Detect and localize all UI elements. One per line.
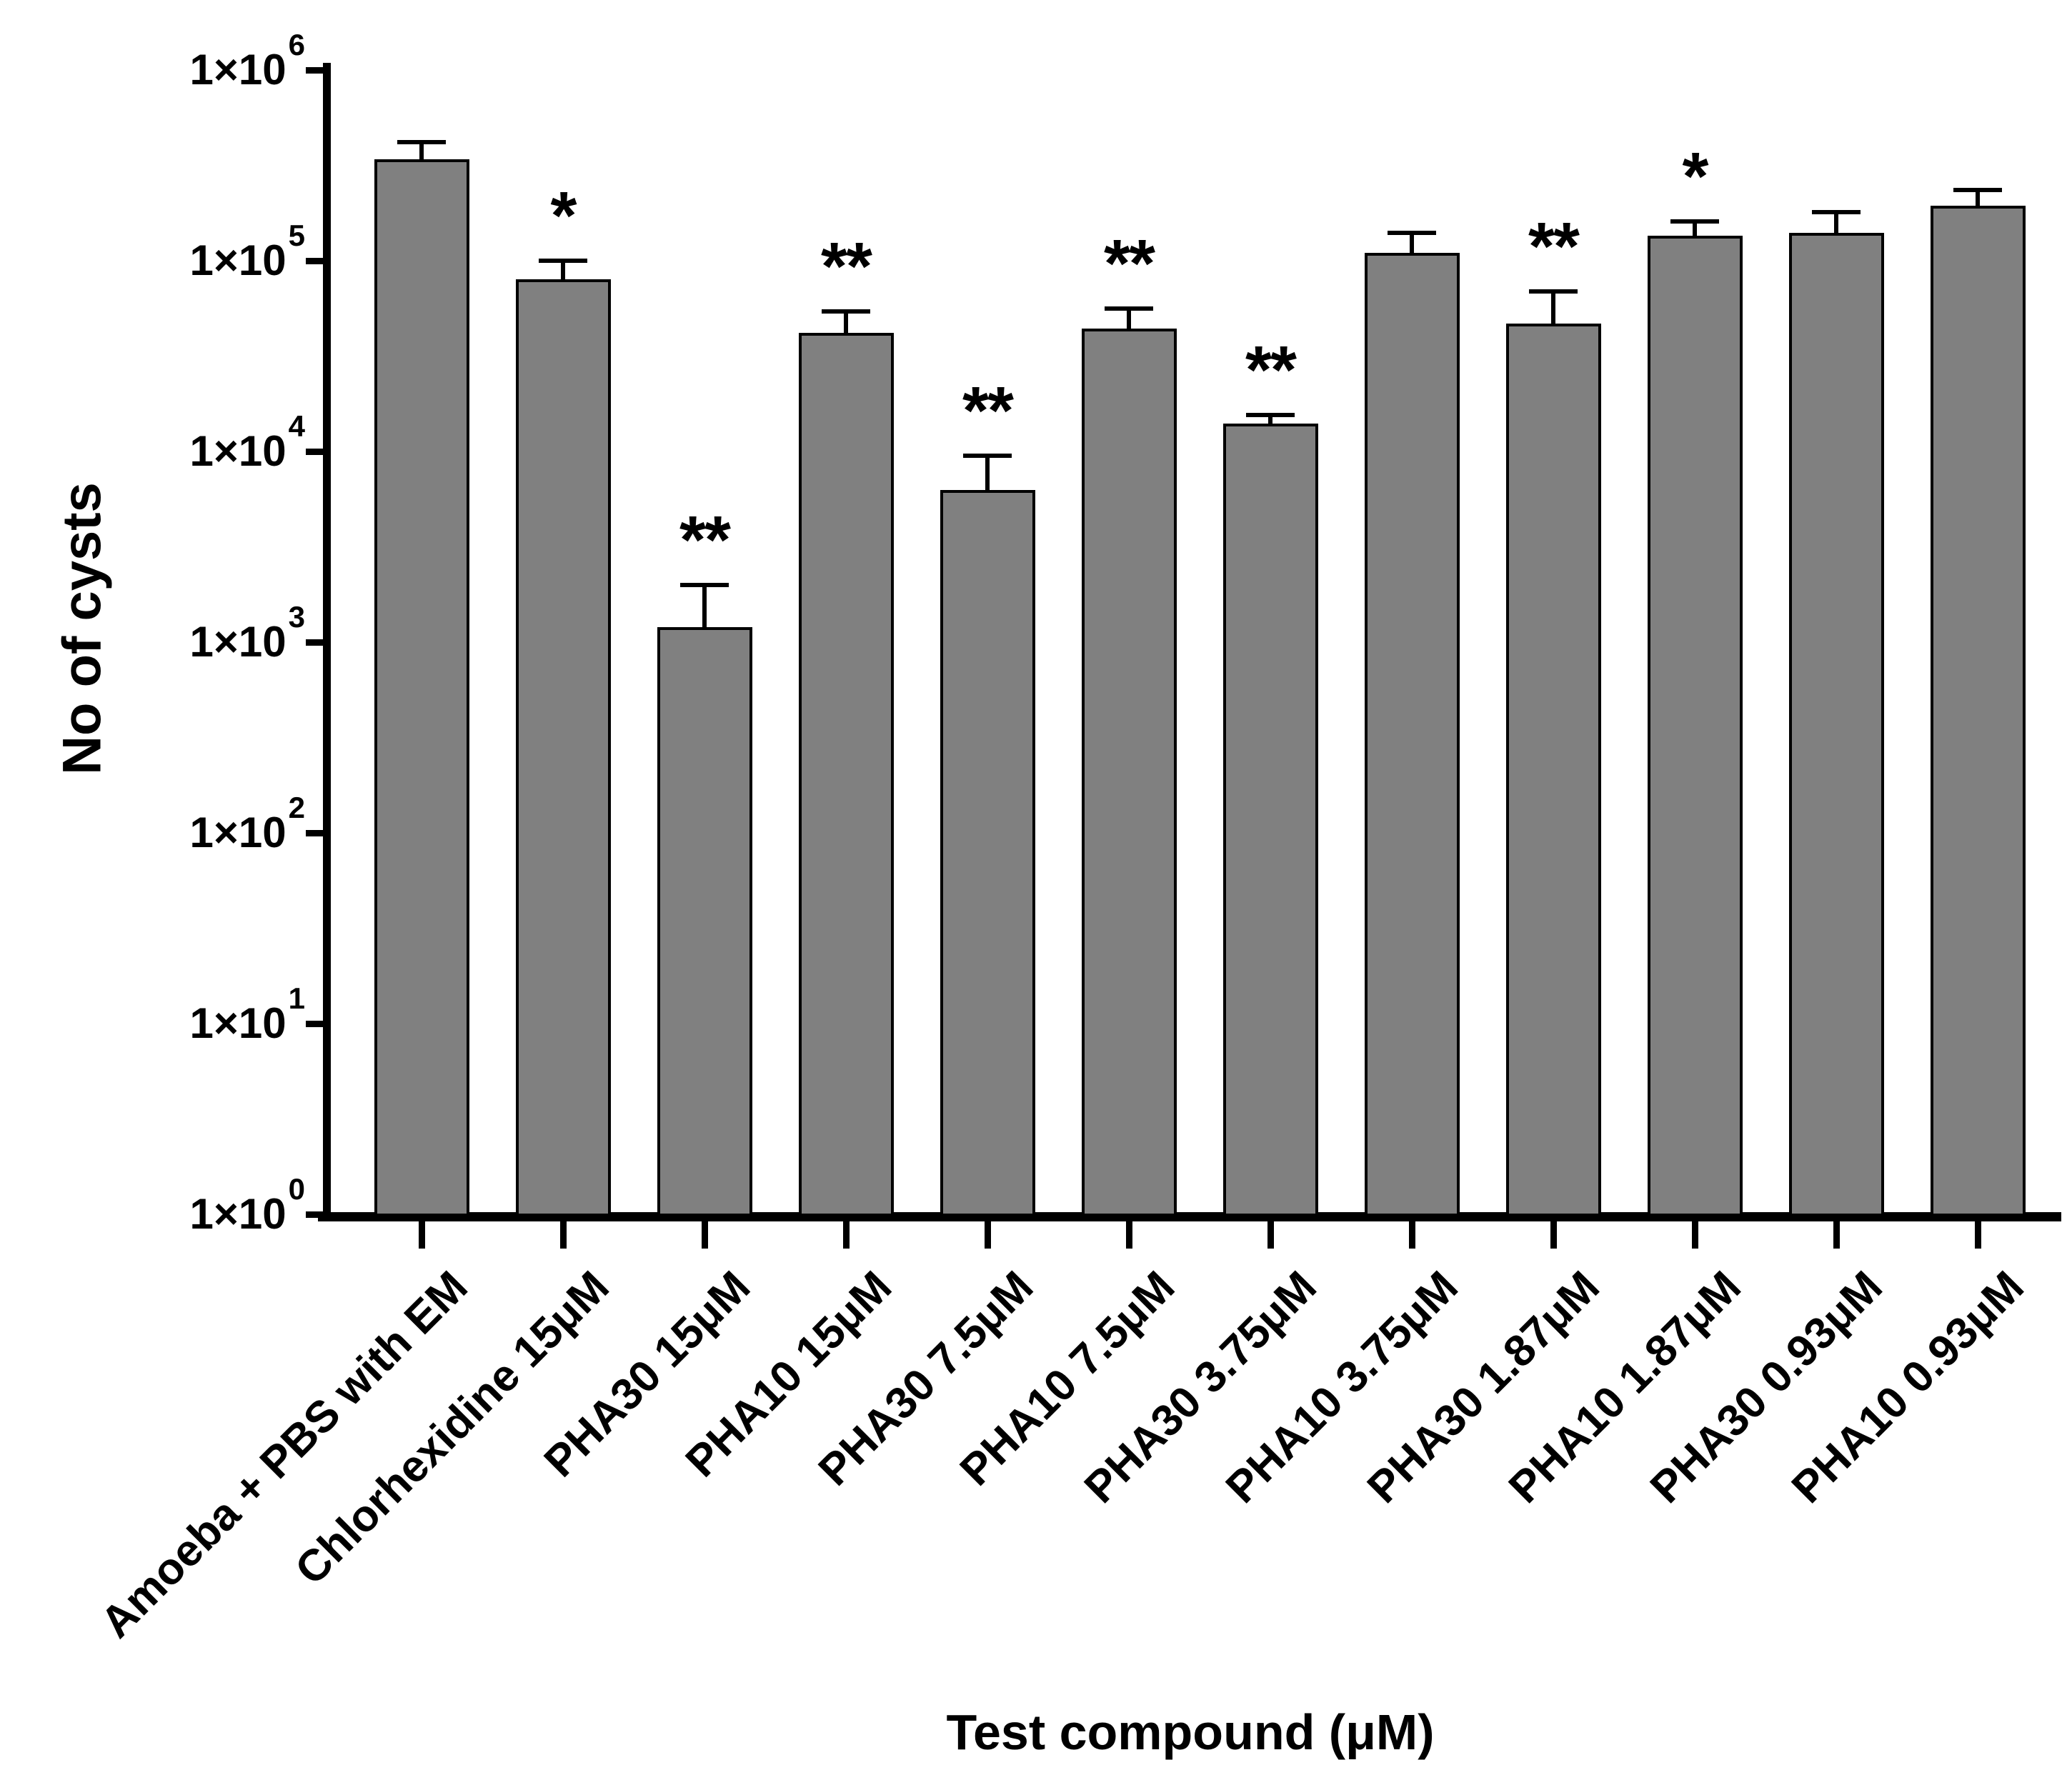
bar [798,332,894,1216]
x-tick [702,1221,708,1249]
y-tick-label: 1×102 [189,793,305,857]
x-tick [560,1221,567,1249]
error-bar-stem [561,261,565,286]
y-tick [306,258,323,264]
bar [515,279,611,1216]
x-tick [1409,1221,1415,1249]
error-bar-cap [1529,289,1578,294]
error-bar-stem [702,584,707,634]
bar [1081,329,1177,1216]
x-axis-title: Test compound (μM) [946,1704,1435,1760]
y-tick-label-base: 1×10 [189,1190,287,1238]
y-tick-label: 1×106 [189,30,305,94]
error-bar-stem [1268,415,1272,431]
significance-asterisks: ** [1528,209,1580,285]
error-bar-stem [1551,291,1555,331]
bar [1930,205,2026,1216]
significance-asterisks: * [1682,139,1709,215]
x-tick [1550,1221,1557,1249]
bar [657,626,752,1216]
bar [940,489,1035,1216]
y-tick-label: 1×101 [189,984,305,1048]
y-tick-label-exponent: 4 [288,409,305,443]
error-bar-cap [822,309,870,314]
x-tick [1267,1221,1274,1249]
significance-asterisks: ** [821,229,872,305]
bar [1505,323,1601,1216]
y-tick-label-exponent: 5 [288,219,305,252]
y-tick-label-exponent: 2 [288,791,305,824]
error-bar-cap [397,139,446,144]
error-bar-cap [1388,230,1436,235]
y-axis-line [323,63,331,1221]
error-bar-stem [985,455,990,497]
error-bar-stem [1693,221,1697,244]
bar [1364,252,1460,1216]
error-bar-cap [1246,413,1295,418]
y-tick-label-base: 1×10 [189,427,287,475]
error-bar-cap [539,259,587,263]
x-tick [1975,1221,1981,1249]
y-tick-label-base: 1×10 [189,236,287,284]
y-tick-label-base: 1×10 [189,999,287,1047]
y-tick-label-base: 1×10 [189,809,287,856]
y-tick-label: 1×103 [189,602,305,666]
error-bar-cap [1812,209,1861,214]
x-axis-line [318,1212,2061,1221]
significance-asterisks: * [550,178,577,254]
significance-asterisks: ** [679,501,731,578]
y-tick-label-exponent: 0 [288,1172,305,1206]
y-tick [306,1021,323,1027]
y-tick [306,67,323,74]
significance-asterisks: ** [1104,226,1155,302]
error-bar-cap [1953,187,2002,192]
significance-asterisks: ** [962,372,1014,449]
significance-asterisks: ** [1245,332,1297,409]
bar [1222,423,1318,1216]
error-bar-cap [963,453,1012,458]
y-tick-label-base: 1×10 [189,46,287,94]
x-tick [1126,1221,1132,1249]
x-tick [1833,1221,1840,1249]
x-tick [843,1221,850,1249]
y-tick-label: 1×104 [189,411,305,476]
error-bar-stem [844,311,848,340]
y-tick [306,1211,323,1218]
x-tick [419,1221,425,1249]
x-tick [985,1221,991,1249]
y-tick-label-exponent: 1 [288,981,305,1015]
y-tick [306,639,323,646]
error-bar-cap [680,582,729,587]
y-tick-label: 1×105 [189,221,305,285]
error-bar-stem [419,141,424,167]
y-tick-label-base: 1×10 [189,618,287,666]
bar [1647,236,1743,1216]
y-tick-label: 1×100 [189,1174,305,1239]
error-bar-stem [1127,309,1131,336]
y-tick-label-exponent: 3 [288,600,305,634]
y-axis-title: No of cysts [51,482,113,775]
x-tick [1692,1221,1698,1249]
error-bar-cap [1105,306,1153,311]
bar [1788,232,1884,1216]
error-bar-stem [1976,189,1980,213]
error-bar-stem [1834,211,1838,240]
bar [374,159,469,1216]
y-tick [306,449,323,455]
error-bar-cap [1670,219,1719,224]
y-tick-label-exponent: 6 [288,28,305,61]
error-bar-stem [1410,232,1414,260]
y-tick [306,830,323,836]
